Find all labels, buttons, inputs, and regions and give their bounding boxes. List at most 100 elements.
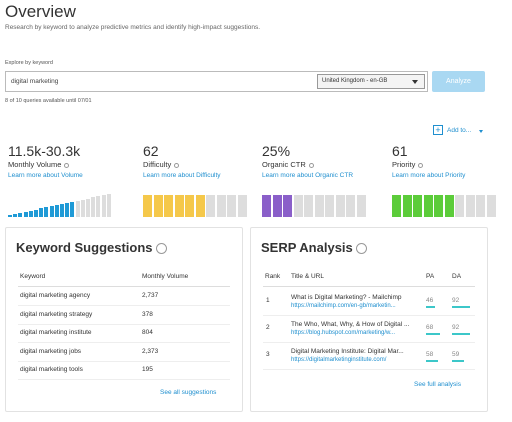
column-header: Keyword bbox=[20, 273, 46, 280]
volume-bar bbox=[106, 194, 111, 217]
info-icon bbox=[418, 162, 424, 168]
column-header: Rank bbox=[265, 273, 281, 280]
meter-segment bbox=[356, 195, 366, 217]
metric-value: 62 bbox=[143, 143, 159, 159]
da-bar bbox=[452, 333, 471, 335]
meter-segment bbox=[314, 195, 324, 217]
pa-value: 58 bbox=[426, 351, 434, 358]
meter-segment bbox=[465, 195, 475, 217]
meter-segment bbox=[283, 195, 292, 217]
info-icon bbox=[308, 162, 314, 168]
metric-name: Organic CTR bbox=[262, 160, 314, 169]
cell: digital marketing tools bbox=[20, 366, 83, 373]
volume-bar bbox=[13, 213, 18, 217]
volume-bar bbox=[60, 204, 64, 217]
volume-bar bbox=[23, 211, 28, 217]
caret bbox=[412, 80, 418, 84]
analyze-button[interactable]: Analyze bbox=[432, 71, 485, 92]
volume-bar bbox=[39, 208, 44, 217]
volume-bar bbox=[86, 198, 90, 217]
meter-segment bbox=[455, 195, 464, 217]
result-title: The Who, What, Why, & How of Digital ... bbox=[291, 321, 410, 328]
meter-segment bbox=[237, 195, 247, 217]
row-rule bbox=[263, 369, 475, 370]
meter-segment bbox=[392, 195, 401, 217]
caret bbox=[479, 130, 483, 133]
column-header: DA bbox=[452, 273, 462, 280]
search-label: Explore by keyword bbox=[5, 60, 53, 66]
row-rule bbox=[18, 360, 230, 362]
card-title: SERP Analysis bbox=[261, 240, 367, 255]
search-box[interactable]: digital marketing United Kingdom - en-GB bbox=[5, 71, 428, 92]
volume-bar bbox=[96, 196, 101, 217]
metric-link[interactable]: Learn more about Organic CTR bbox=[262, 172, 354, 179]
subtitle: Research by keyword to analyze predictiv… bbox=[5, 24, 261, 31]
pa-value: 46 bbox=[426, 297, 434, 304]
card-title: Keyword Suggestions bbox=[16, 240, 167, 255]
volume-bar bbox=[65, 202, 70, 217]
meter-segment bbox=[174, 195, 184, 217]
cell: 2,373 bbox=[142, 347, 159, 355]
meter-segment bbox=[272, 195, 282, 217]
cell: digital marketing strategy bbox=[20, 310, 93, 318]
pa-bar bbox=[426, 306, 436, 308]
volume-bar bbox=[75, 200, 80, 217]
cell: 195 bbox=[142, 366, 153, 373]
volume-bar bbox=[80, 199, 85, 217]
cell: digital marketing agency bbox=[20, 292, 91, 299]
card-title-text: SERP Analysis bbox=[261, 240, 353, 255]
meter-segment bbox=[293, 195, 303, 217]
result-url[interactable]: https://digitalmarketinginstitute.com/ bbox=[291, 357, 387, 363]
volume-bar bbox=[18, 212, 23, 217]
meter-segment bbox=[143, 195, 152, 217]
result-url[interactable]: https://blog.hubspot.com/marketing/w... bbox=[291, 330, 396, 336]
card-title-text: Keyword Suggestions bbox=[16, 240, 153, 255]
meter-segment bbox=[164, 195, 173, 217]
meter-segment bbox=[486, 195, 496, 217]
meter-segment bbox=[325, 195, 334, 217]
meter-segment bbox=[476, 195, 485, 217]
metric-link[interactable]: Learn more about Priority bbox=[392, 172, 466, 179]
meter-segment bbox=[216, 195, 226, 217]
see-all[interactable]: See all suggestions bbox=[160, 389, 217, 396]
volume-bar bbox=[54, 205, 59, 217]
meter-segment bbox=[153, 195, 163, 217]
volume-bar bbox=[49, 206, 54, 217]
info-icon bbox=[174, 162, 180, 168]
meter-segment bbox=[402, 195, 412, 217]
see-full[interactable]: See full analysis bbox=[414, 381, 461, 388]
da-bar bbox=[452, 360, 464, 362]
metric-value: 25% bbox=[262, 143, 291, 159]
add-icon[interactable]: + bbox=[433, 125, 443, 135]
rank: 3 bbox=[266, 351, 270, 358]
column-header: Monthly Volume bbox=[142, 273, 189, 280]
row-rule bbox=[263, 342, 475, 343]
meter-segment bbox=[434, 195, 443, 217]
meter-segment bbox=[206, 195, 215, 217]
metric-name: Difficulty bbox=[143, 160, 180, 169]
query: digital marketing bbox=[11, 78, 59, 85]
info-icon bbox=[355, 243, 367, 255]
locale-select[interactable]: United Kingdom - en-GB bbox=[317, 74, 425, 89]
add-to[interactable]: Add to... bbox=[447, 127, 472, 134]
da-bar bbox=[452, 306, 471, 308]
volume-bar bbox=[44, 207, 49, 217]
row-rule bbox=[18, 305, 230, 306]
volume-bar bbox=[8, 215, 12, 217]
cell: 378 bbox=[142, 310, 153, 318]
cell: 804 bbox=[142, 329, 153, 336]
meter-segment bbox=[423, 195, 433, 217]
volume-bar bbox=[28, 210, 33, 217]
meter-segment bbox=[227, 195, 236, 217]
meter-segment bbox=[346, 195, 355, 217]
meter-segment bbox=[413, 195, 422, 217]
result-url[interactable]: https://mailchimp.com/en-gb/marketin... bbox=[291, 303, 396, 309]
metric-link[interactable]: Learn more about Volume bbox=[8, 172, 83, 179]
header-rule bbox=[263, 286, 475, 287]
meter-segment bbox=[262, 195, 271, 217]
title: Overview bbox=[5, 2, 76, 21]
meter-segment bbox=[195, 195, 205, 217]
volume-bar bbox=[70, 201, 75, 217]
metric-link[interactable]: Learn more about Difficulty bbox=[143, 172, 221, 179]
